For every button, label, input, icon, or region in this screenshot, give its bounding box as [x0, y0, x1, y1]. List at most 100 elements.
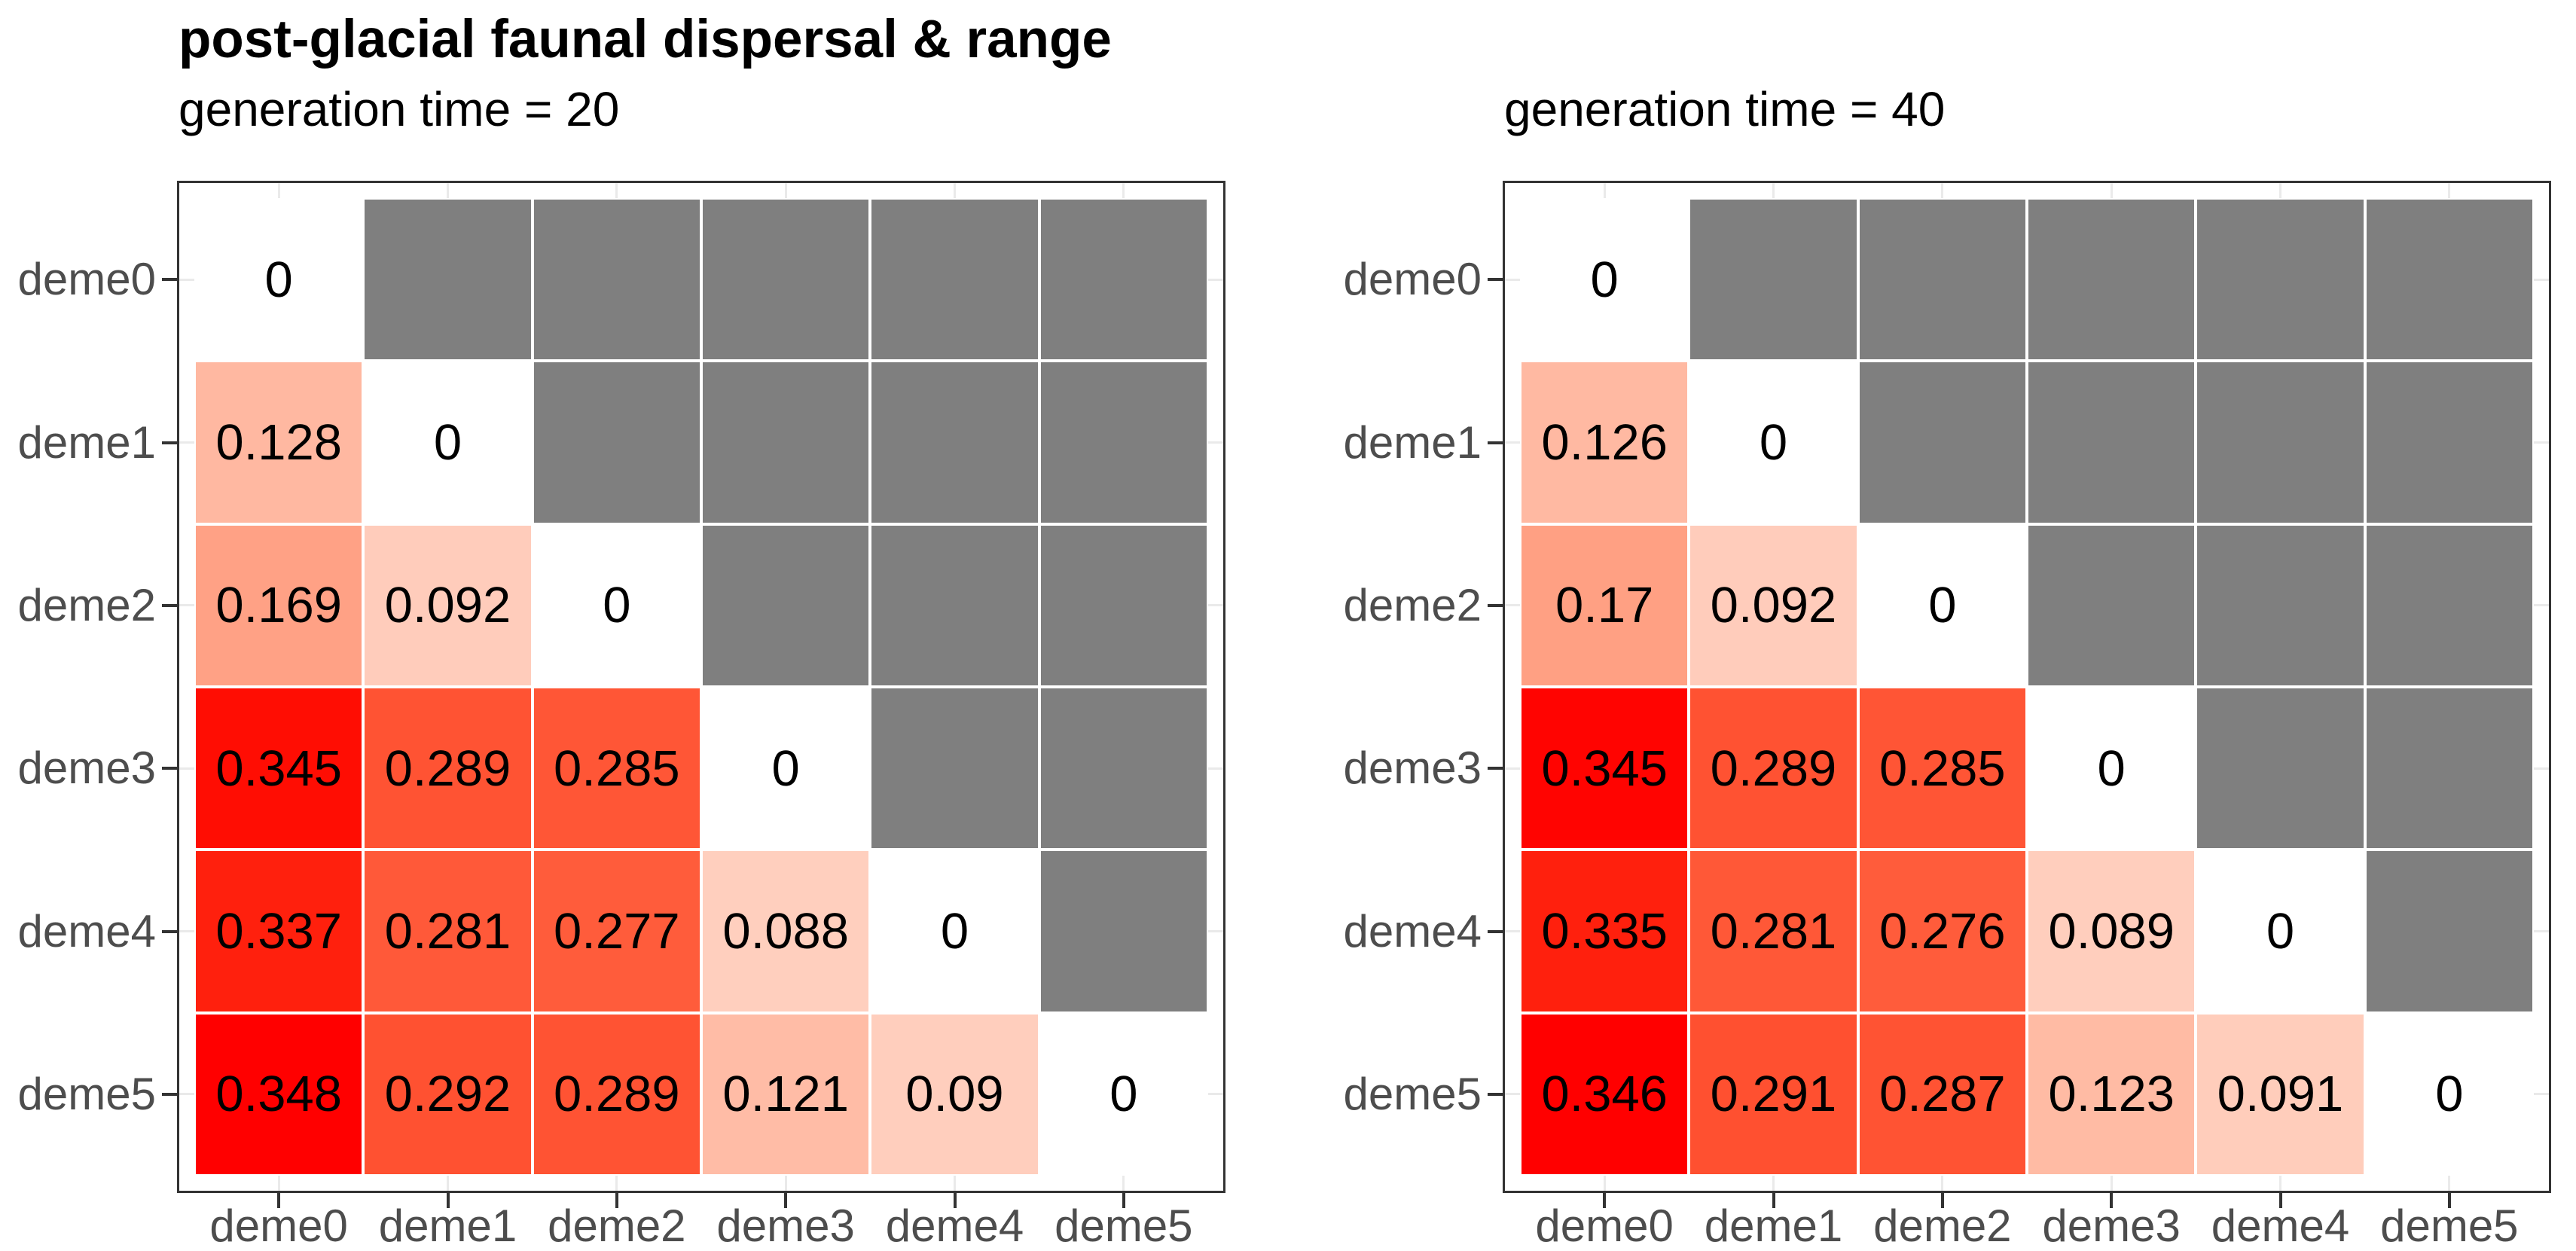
x-axis-label: deme4 — [2211, 1201, 2350, 1251]
y-axis-label: deme4 — [1343, 905, 1482, 957]
heatmap-cell: 0 — [363, 361, 533, 524]
heatmap-cell — [2364, 686, 2534, 850]
y-axis-tick — [1488, 441, 1504, 444]
heatmap-cell: 0.092 — [1689, 523, 1858, 687]
x-axis-tick — [953, 1193, 957, 1208]
cell-value: 0 — [433, 413, 462, 471]
x-axis-label: deme1 — [1704, 1201, 1843, 1251]
heatmap-cell: 0 — [700, 686, 871, 850]
heatmap-cell: 0.292 — [363, 1012, 533, 1176]
heatmap-cell — [700, 198, 871, 362]
heatmap-cell: 0.289 — [532, 1012, 701, 1176]
y-axis-label: deme2 — [17, 579, 156, 630]
heatmap-tiles: 0 0.128 0 0.169 0.092 0 0.345 0.289 0.285 0 0.337 0… — [194, 198, 1208, 1176]
cell-value: 0.281 — [384, 902, 511, 960]
heatmap-cell — [2026, 361, 2196, 524]
cell-value: 0.285 — [1879, 740, 2006, 797]
heatmap-cell: 0.277 — [532, 850, 701, 1013]
heatmap-cell: 0.128 — [194, 361, 364, 524]
heatmap-cell: 0.345 — [194, 686, 364, 850]
y-axis-label: deme3 — [17, 743, 156, 794]
heatmap-cell: 0.091 — [2196, 1012, 2365, 1176]
heatmap-cell: 0.289 — [363, 686, 533, 850]
heatmap-cell — [1039, 198, 1208, 362]
x-axis-label: deme5 — [1055, 1201, 1193, 1251]
plot-area: 0 0.126 0 0.17 0.092 0 0.345 0.289 0.285 0 0.335 0.… — [1503, 181, 2551, 1193]
y-axis-label: deme1 — [1343, 416, 1482, 468]
heatmap-cell: 0 — [1520, 198, 1689, 362]
y-axis-tick — [1488, 929, 1504, 933]
cell-value: 0.281 — [1710, 902, 1837, 960]
cell-value: 0.289 — [384, 740, 511, 797]
cell-value: 0.091 — [2217, 1066, 2344, 1123]
cell-value: 0.292 — [384, 1066, 511, 1123]
y-axis-label: deme5 — [1343, 1068, 1482, 1119]
cell-value: 0.346 — [1541, 1066, 1668, 1123]
heatmap-cell — [2196, 361, 2365, 524]
cell-value: 0.285 — [553, 740, 680, 797]
x-axis-label: deme1 — [378, 1201, 517, 1251]
heatmap-cell — [363, 198, 533, 362]
x-axis-tick — [2447, 1193, 2451, 1208]
x-axis-tick — [446, 1193, 450, 1208]
y-axis-tick — [1488, 1092, 1504, 1096]
y-axis-tick — [162, 929, 179, 933]
cell-value: 0.128 — [215, 413, 342, 471]
x-axis-label: deme0 — [209, 1201, 348, 1251]
cell-value: 0 — [1590, 251, 1619, 308]
y-axis-label: deme2 — [1343, 579, 1482, 630]
cell-value: 0 — [2266, 902, 2295, 960]
cell-value: 0 — [2435, 1066, 2464, 1123]
x-axis-tick — [784, 1193, 788, 1208]
cell-value: 0.287 — [1879, 1066, 2006, 1123]
x-axis-label: deme2 — [1873, 1201, 2012, 1251]
x-axis-tick — [1940, 1193, 1944, 1208]
heatmap-cell — [2026, 523, 2196, 687]
heatmap-cell — [2364, 523, 2534, 687]
x-axis-tick — [277, 1193, 281, 1208]
y-axis-tick — [162, 278, 179, 282]
heatmap-cell: 0.285 — [532, 686, 701, 850]
heatmap-cell: 0.281 — [1689, 850, 1858, 1013]
x-axis-tick — [1122, 1193, 1125, 1208]
heatmap-cell: 0 — [1039, 1012, 1208, 1176]
cell-value: 0.092 — [1710, 577, 1837, 634]
heatmap-cell — [2196, 198, 2365, 362]
cell-value: 0.335 — [1541, 902, 1668, 960]
cell-value: 0.121 — [722, 1066, 849, 1123]
x-axis-label: deme0 — [1535, 1201, 1674, 1251]
heatmap-cell — [870, 686, 1039, 850]
heatmap-cell: 0.123 — [2026, 1012, 2196, 1176]
panel-subtitle: generation time = 20 — [179, 82, 620, 136]
heatmap-cell: 0.337 — [194, 850, 364, 1013]
cell-value: 0.348 — [215, 1066, 342, 1123]
heatmap-cell — [2196, 686, 2365, 850]
cell-value: 0.277 — [553, 902, 680, 960]
cell-value: 0.126 — [1541, 413, 1668, 471]
heatmap-cell — [870, 198, 1039, 362]
heatmap-cell: 0 — [2364, 1012, 2534, 1176]
heatmap-cell — [2364, 361, 2534, 524]
cell-value: 0 — [603, 577, 631, 634]
heatmap-cell — [1039, 523, 1208, 687]
cell-value: 0 — [1109, 1066, 1138, 1123]
heatmap-cell: 0.169 — [194, 523, 364, 687]
cell-value: 0.09 — [905, 1066, 1004, 1123]
x-axis-tick — [615, 1193, 618, 1208]
heatmap-cell — [700, 523, 871, 687]
plot-area: 0 0.128 0 0.169 0.092 0 0.345 0.289 0.285 0 0.337 0… — [177, 181, 1225, 1193]
y-axis-label: deme1 — [17, 416, 156, 468]
y-axis-tick — [1488, 603, 1504, 607]
x-axis-label: deme2 — [548, 1201, 686, 1251]
cell-value: 0.289 — [553, 1066, 680, 1123]
heatmap-cell: 0.287 — [1857, 1012, 2027, 1176]
cell-value: 0.088 — [722, 902, 849, 960]
heatmap-cell: 0 — [2026, 686, 2196, 850]
cell-value: 0.291 — [1710, 1066, 1837, 1123]
cell-value: 0.092 — [384, 577, 511, 634]
heatmap-cell: 0 — [1689, 361, 1858, 524]
heatmap-cell: 0.281 — [363, 850, 533, 1013]
y-axis-tick — [162, 441, 179, 444]
